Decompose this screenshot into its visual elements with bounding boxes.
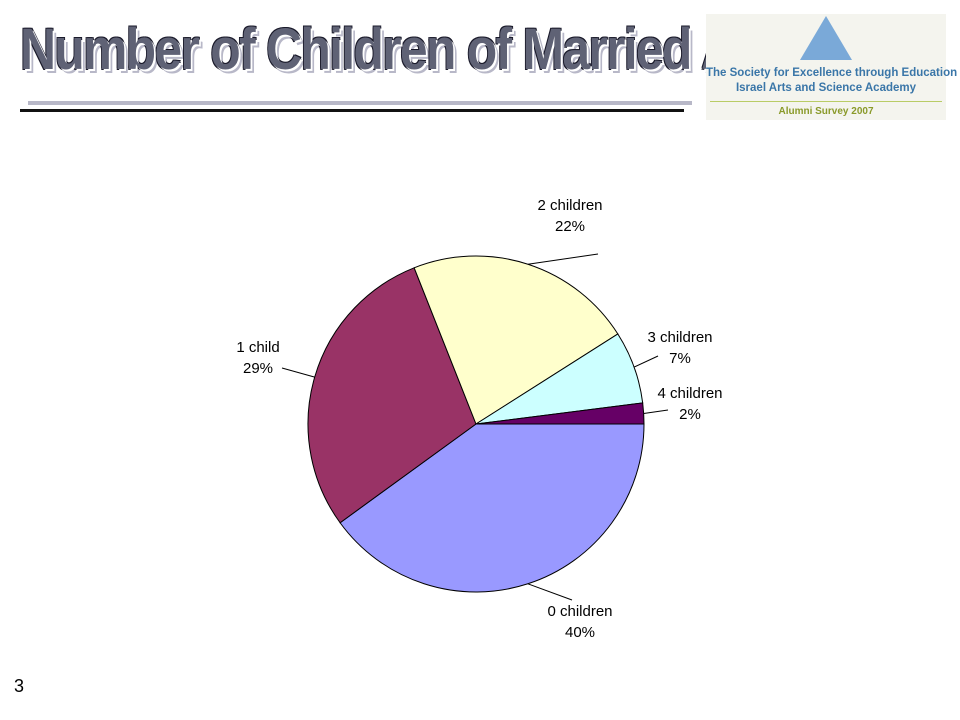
slice-label: 3 children	[647, 329, 712, 346]
logo: The Society for Excellence through Educa…	[706, 14, 958, 120]
leader-line	[527, 253, 599, 265]
triangle-logo-icon	[800, 16, 852, 60]
page-number: 3	[14, 676, 25, 696]
slice-value-label: 29%	[243, 360, 273, 377]
slice-value-label: 2%	[679, 406, 701, 423]
pie-slice	[475, 402, 645, 425]
slice-value-label: 7%	[669, 350, 691, 367]
slice-label: 0 children	[547, 603, 612, 620]
slice-value-label: 40%	[565, 624, 595, 641]
slice-label: 2 children	[537, 197, 602, 214]
leader-line	[633, 355, 659, 368]
slice-value-label: 22%	[555, 218, 585, 235]
logo-line-3: Alumni Survey 2007	[778, 106, 874, 117]
logo-line-1: The Society for Excellence through Educa…	[706, 67, 958, 79]
leader-line	[643, 409, 669, 414]
leader-line	[281, 367, 315, 378]
title-shadow-line	[28, 101, 692, 105]
slice-label: 4 children	[657, 385, 722, 402]
logo-rule	[710, 101, 942, 102]
logo-line-2: Israel Arts and Science Academy	[735, 82, 917, 94]
leader-line	[527, 583, 573, 601]
pie-slice	[307, 267, 477, 524]
slice-label: 1 child	[236, 339, 279, 356]
title-underline	[20, 109, 684, 112]
